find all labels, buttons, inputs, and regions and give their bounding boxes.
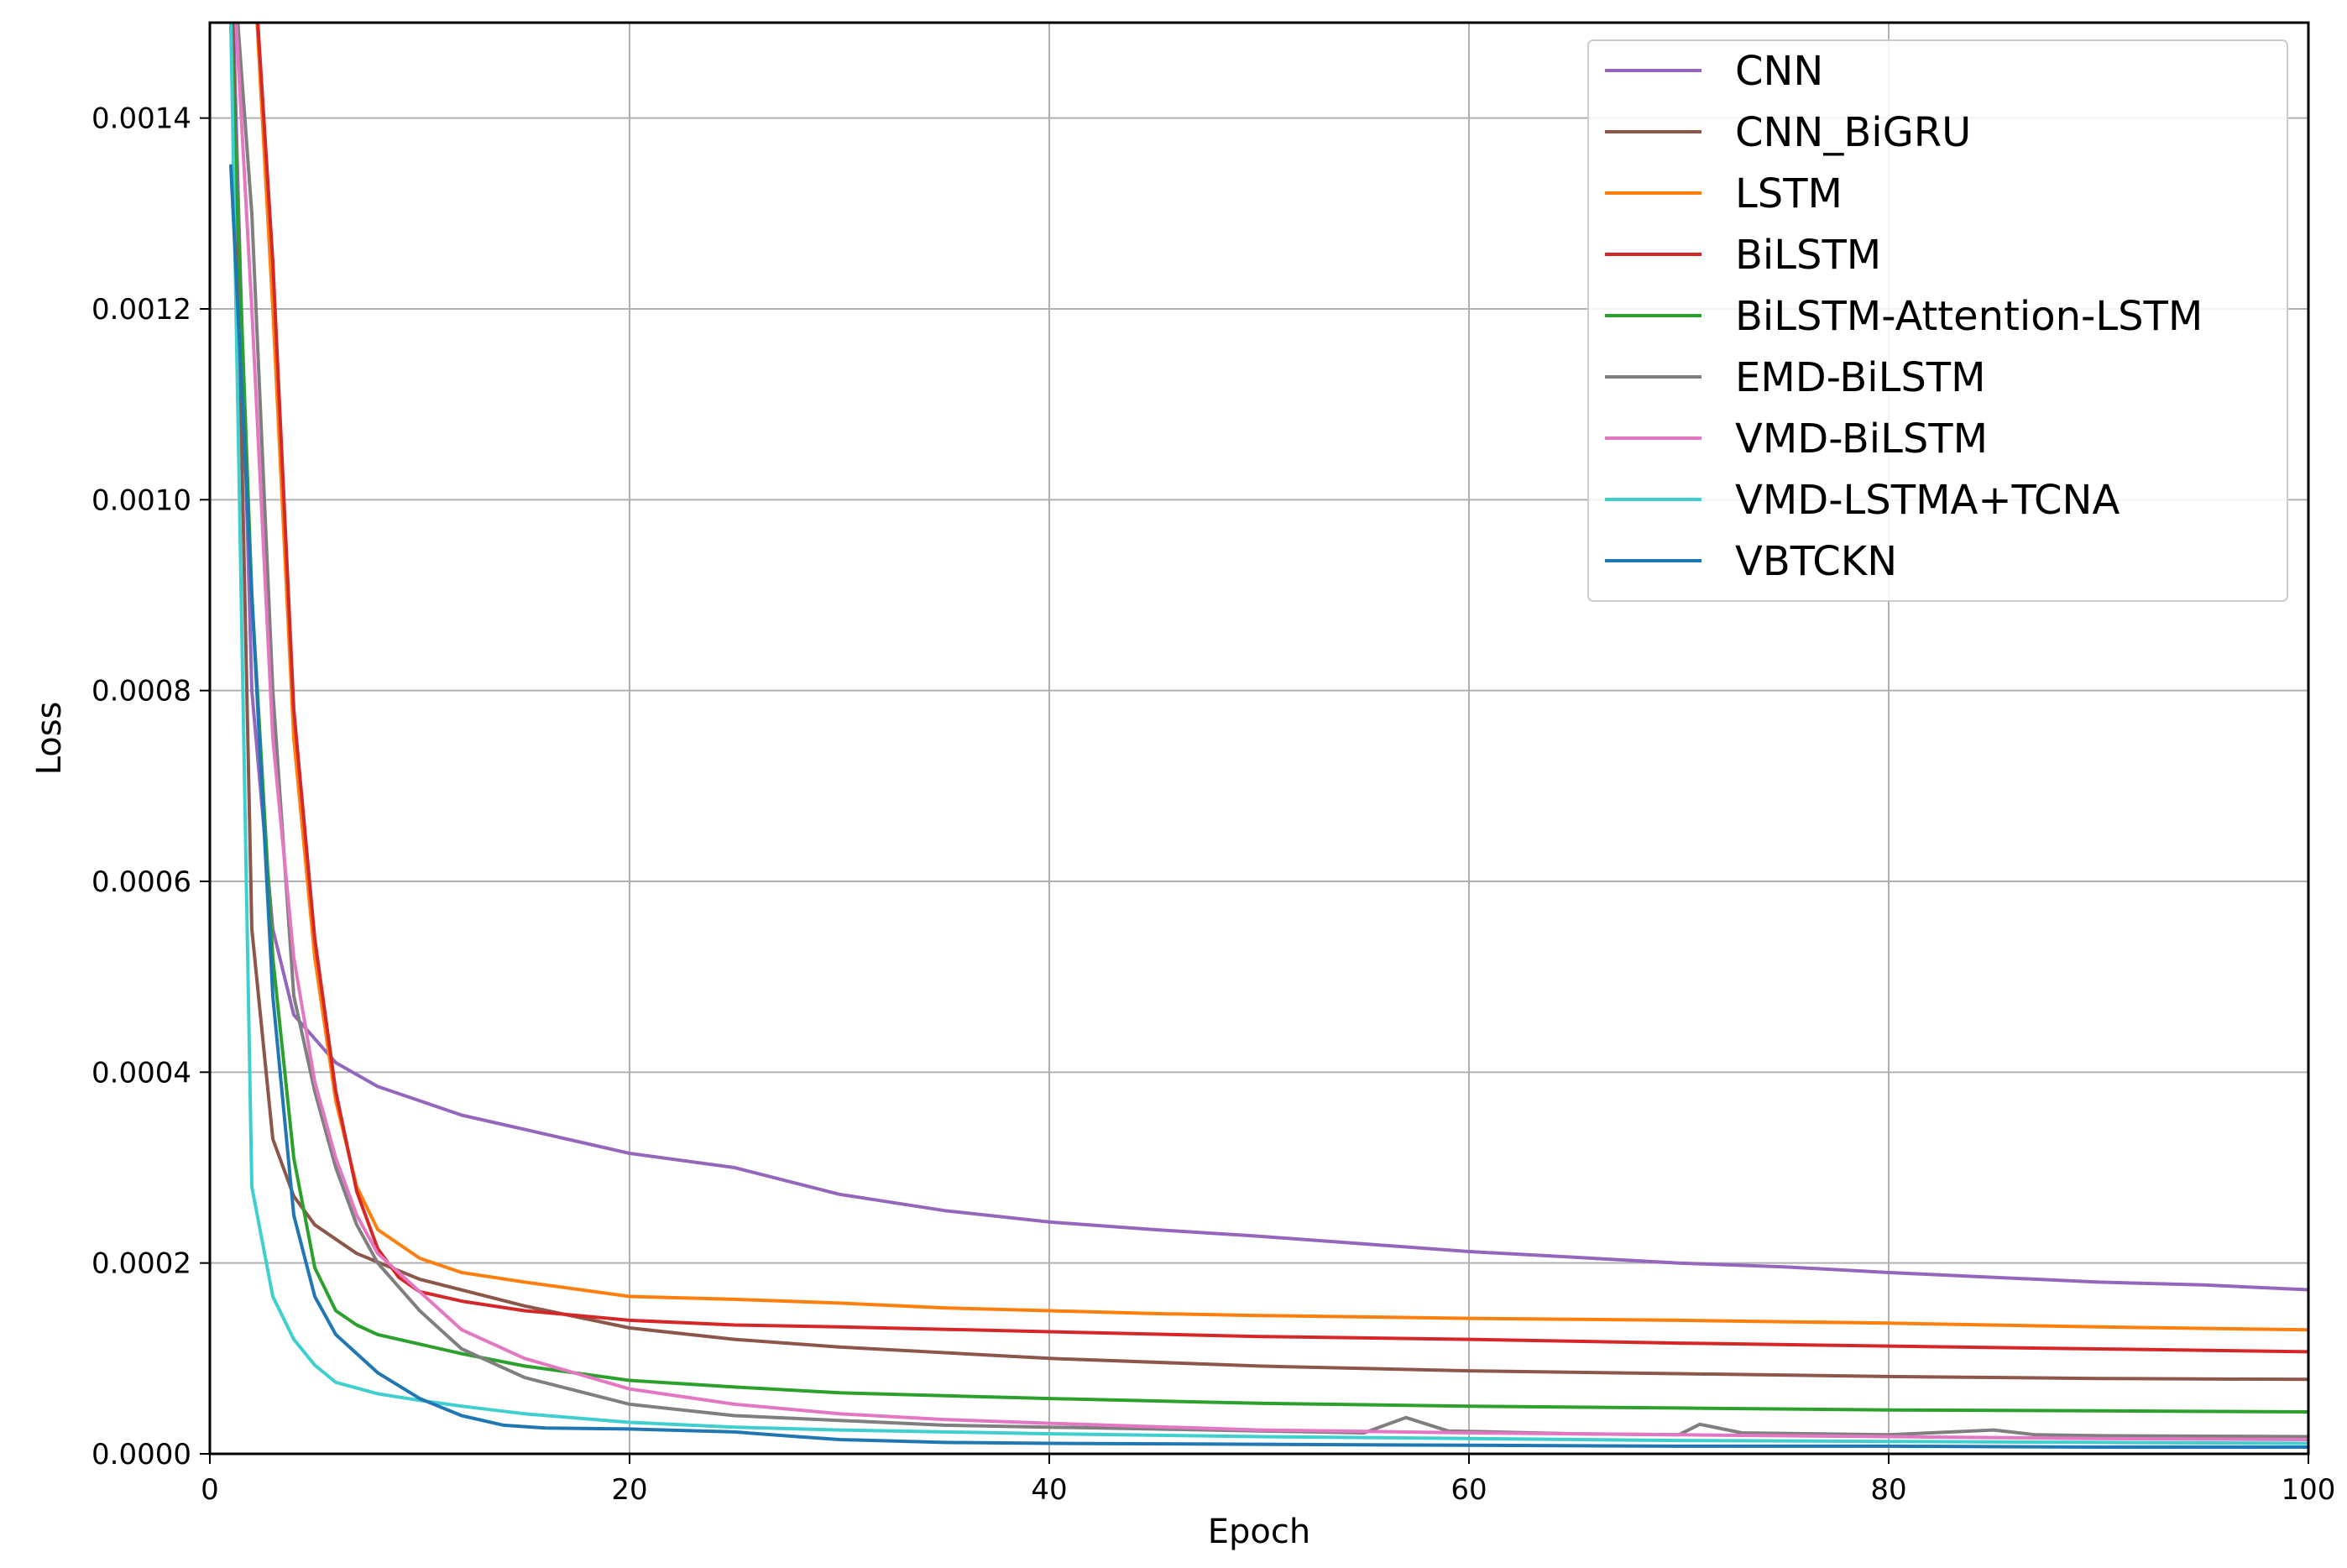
x-tick-label: 0 [201,1473,219,1507]
legend-label: VMD-LSTMA+TCNA [1735,477,2120,524]
series-line-vmd-lstma-tcna [229,23,2308,1445]
series-line-bilstm-attention-lstm [229,23,2308,1414]
y-tick-label: 0.0006 [91,865,191,899]
y-tick-label: 0.0004 [91,1056,191,1090]
legend-label: VMD-BiLSTM [1735,416,1988,463]
x-tick-label: 60 [1451,1473,1487,1507]
x-axis-ticks: 0 20 40 60 80 100 [201,1454,2335,1507]
x-tick-label: 100 [2282,1473,2336,1507]
legend-box [1587,39,2288,602]
series-line-vbtckn [229,164,2308,1449]
x-tick-label: 20 [611,1473,647,1507]
y-tick-label: 0.0012 [91,293,191,327]
x-axis-label: Epoch [1208,1513,1310,1551]
legend-label: VBTCKN [1735,538,1897,585]
legend-label: CNN_BiGRU [1735,109,1971,156]
legend-label: EMD-BiLSTM [1735,354,1986,401]
series-line-lstm [255,23,2308,1332]
y-tick-label: 0.0002 [91,1247,191,1281]
plot-area-frame [208,21,2310,1456]
legend-label: BiLSTM [1735,232,1881,279]
legend-label: BiLSTM-Attention-LSTM [1735,293,2203,340]
x-tick-label: 40 [1031,1473,1067,1507]
series-line-vmd-bilstm [234,23,2308,1441]
series-lines [229,23,2308,1449]
series-line-bilstm [256,23,2308,1354]
y-tick-label: 0.0000 [91,1438,191,1471]
series-line-emd-bilstm [236,23,2308,1439]
y-tick-label: 0.0008 [91,675,191,708]
y-tick-label: 0.0014 [91,102,191,136]
legend: CNN CNN_BiGRU LSTM BiLSTM BiLSTM-Attention-L… [1587,39,2288,602]
legend-label: CNN [1735,48,1823,95]
legend-label: LSTM [1735,170,1843,217]
y-axis-ticks: 0.0000 0.0002 0.0004 0.0006 0.0008 0.0010 0.00… [91,102,210,1471]
series-line-cnn [232,23,2308,1292]
y-tick-label: 0.0010 [91,483,191,517]
x-tick-label: 80 [1870,1473,1906,1507]
y-axis-label: Loss [30,702,69,776]
